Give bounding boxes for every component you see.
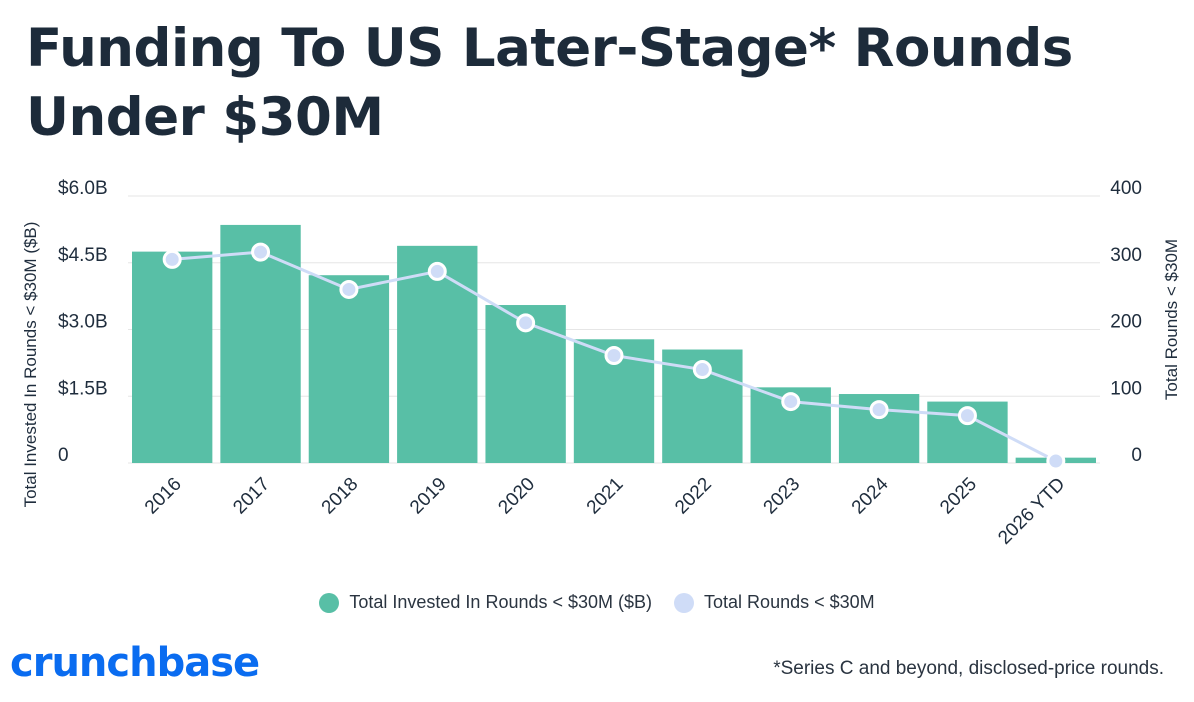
x-tick-label: 2025 xyxy=(936,474,981,519)
bar-series xyxy=(132,224,1096,463)
legend: Total Invested In Rounds < $30M ($B) Tot… xyxy=(0,592,1194,613)
bar[interactable] xyxy=(308,275,390,463)
legend-label-line: Total Rounds < $30M xyxy=(704,592,875,612)
x-tick-label: 2023 xyxy=(760,474,805,519)
right-tick-label: 200 xyxy=(1110,312,1142,333)
crunchbase-logo[interactable]: crunchbase xyxy=(10,640,260,686)
x-tick-label: 2017 xyxy=(229,474,274,519)
x-tick-label: 2019 xyxy=(406,474,451,519)
left-tick-label: $1.5B xyxy=(58,378,108,399)
x-tick-label: 2026 YTD xyxy=(994,474,1069,549)
left-tick-label: 0 xyxy=(58,445,69,466)
line-point[interactable] xyxy=(162,249,182,269)
left-tick-label: $3.0B xyxy=(58,312,108,333)
footnote: *Series C and beyond, disclosed-price ro… xyxy=(773,658,1164,679)
right-tick-label: 400 xyxy=(1110,178,1142,199)
x-tick-label: 2021 xyxy=(583,474,628,519)
line-point[interactable] xyxy=(251,242,271,262)
line-point[interactable] xyxy=(516,313,536,333)
chart-title: Funding To US Later-Stage* Rounds Under … xyxy=(26,18,1073,148)
x-tick-label: 2022 xyxy=(671,474,716,519)
bar[interactable] xyxy=(397,245,478,463)
legend-item-bars[interactable]: Total Invested In Rounds < $30M ($B) xyxy=(319,592,652,613)
line-point[interactable] xyxy=(692,360,712,380)
line-point[interactable] xyxy=(427,261,447,281)
line-point[interactable] xyxy=(1046,451,1066,471)
x-tick-label: 2018 xyxy=(318,474,363,519)
line-point[interactable] xyxy=(781,392,801,412)
legend-item-line[interactable]: Total Rounds < $30M xyxy=(674,592,875,613)
line-point[interactable] xyxy=(339,279,359,299)
line-point[interactable] xyxy=(604,346,624,366)
right-tick-label: 300 xyxy=(1110,245,1142,266)
left-tick-label: $4.5B xyxy=(58,245,108,266)
left-axis-title: Total Invested In Rounds < $30M ($B) xyxy=(21,222,40,508)
bar[interactable] xyxy=(132,251,213,463)
x-tick-label: 2024 xyxy=(848,473,893,518)
x-tick-label: 2020 xyxy=(494,474,539,519)
legend-label-bars: Total Invested In Rounds < $30M ($B) xyxy=(349,592,653,612)
x-tick-label: 2016 xyxy=(141,474,186,519)
right-tick-label: 100 xyxy=(1110,378,1142,399)
legend-swatch-bars xyxy=(319,592,340,613)
right-axis-title: Total Rounds < $30M xyxy=(1162,239,1181,400)
line-series xyxy=(162,242,1066,471)
line-point[interactable] xyxy=(957,406,977,426)
left-tick-label: $6.0B xyxy=(58,178,108,199)
line-point[interactable] xyxy=(869,400,889,420)
legend-swatch-line xyxy=(674,592,695,613)
right-tick-label: 0 xyxy=(1131,445,1142,466)
